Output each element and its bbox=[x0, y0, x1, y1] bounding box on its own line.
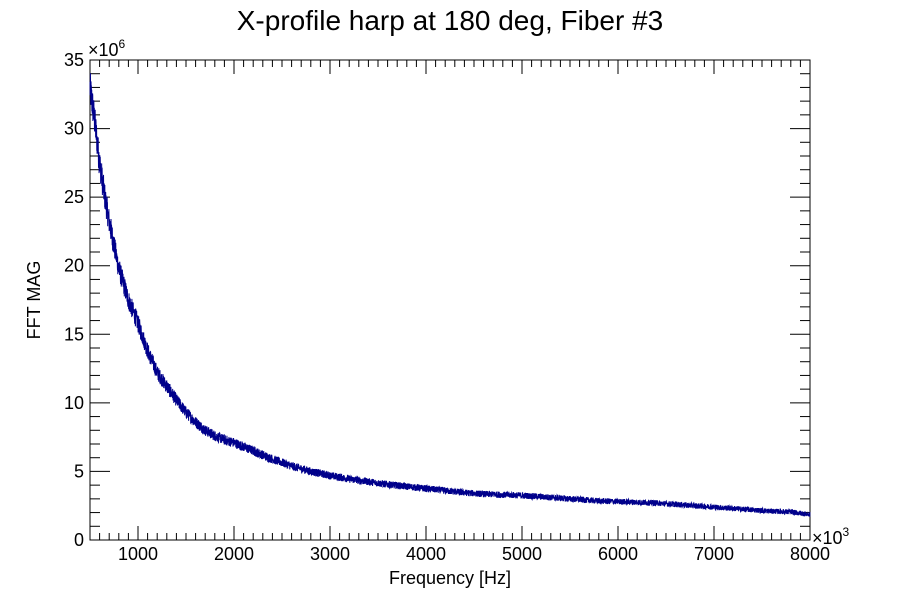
y-tick-label: 15 bbox=[64, 324, 84, 344]
y-axis-label: FFT MAG bbox=[24, 261, 44, 340]
y-tick-label: 20 bbox=[64, 256, 84, 276]
x-axis-tick-labels: 1000 2000 3000 4000 5000 6000 7000 8000 bbox=[118, 544, 830, 564]
x-axis-label: Frequency [Hz] bbox=[389, 568, 511, 588]
x-tick-label: 7000 bbox=[694, 544, 734, 564]
chart-title: X-profile harp at 180 deg, Fiber #3 bbox=[237, 5, 663, 36]
x-tick-label: 1000 bbox=[118, 544, 158, 564]
y-axis-tick-labels: 0 5 10 15 20 25 30 35 bbox=[64, 50, 84, 550]
x-tick-label: 5000 bbox=[502, 544, 542, 564]
y-tick-label: 30 bbox=[64, 119, 84, 139]
plot-frame bbox=[90, 60, 810, 540]
x-tick-label: 3000 bbox=[310, 544, 350, 564]
y-tick-label: 35 bbox=[64, 50, 84, 70]
x-tick-label: 4000 bbox=[406, 544, 446, 564]
y-tick-label: 10 bbox=[64, 393, 84, 413]
x-tick-label: 6000 bbox=[598, 544, 638, 564]
x-axis-multiplier: ×103 bbox=[812, 525, 850, 548]
y-axis-multiplier: ×106 bbox=[88, 37, 126, 60]
y-tick-label: 5 bbox=[74, 461, 84, 481]
y-tick-label: 0 bbox=[74, 530, 84, 550]
y-tick-label: 25 bbox=[64, 187, 84, 207]
x-tick-label: 2000 bbox=[214, 544, 254, 564]
